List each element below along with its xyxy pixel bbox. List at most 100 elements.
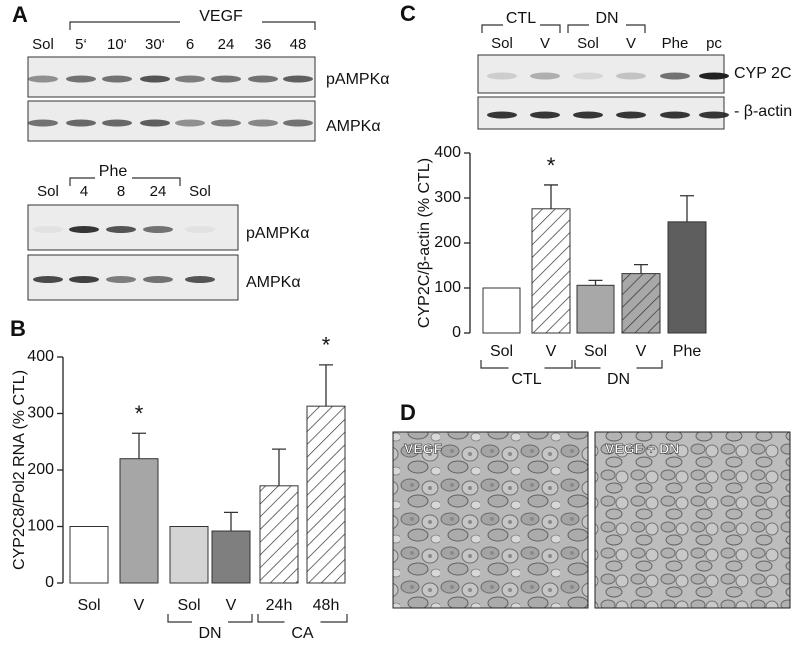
panel-label: D bbox=[400, 400, 416, 425]
micrograph bbox=[392, 431, 589, 609]
blot-band bbox=[616, 111, 646, 119]
x-tick-label: Sol bbox=[490, 343, 513, 360]
lane-label: 48 bbox=[290, 36, 307, 53]
blot-band bbox=[69, 226, 99, 233]
x-tick-label: 48h bbox=[313, 597, 340, 614]
blot-band bbox=[33, 276, 63, 283]
group-label: CTL bbox=[506, 10, 536, 27]
bar bbox=[576, 284, 615, 334]
micrograph-label: VEGF bbox=[404, 441, 443, 457]
row-label: AMPKα bbox=[326, 118, 381, 135]
blot-band bbox=[283, 75, 313, 83]
row-label: - β-actin bbox=[734, 103, 792, 120]
micrograph-label: VEGF + DN bbox=[605, 441, 679, 457]
group-label: Phe bbox=[99, 163, 128, 180]
lane-label: Sol bbox=[37, 183, 59, 200]
lane-label: 30‘ bbox=[145, 36, 165, 53]
blot-band bbox=[283, 119, 313, 127]
y-axis-label: CYP2C8/Pol2 RNA (% CTL) bbox=[11, 370, 28, 570]
blot-band bbox=[143, 226, 173, 233]
group-bracket bbox=[167, 614, 253, 623]
lane-label: 24 bbox=[218, 36, 235, 53]
significance-marker: * bbox=[322, 333, 331, 358]
group-label: VEGF bbox=[199, 8, 243, 25]
bar bbox=[667, 221, 707, 334]
x-tick-label: Sol bbox=[584, 343, 607, 360]
bar bbox=[621, 273, 661, 334]
blot-band bbox=[660, 111, 690, 119]
bar bbox=[211, 530, 251, 584]
blot-band bbox=[175, 75, 205, 83]
y-tick-label: 300 bbox=[434, 189, 461, 206]
lane-label: Sol bbox=[577, 35, 599, 52]
blot-band bbox=[140, 119, 170, 127]
blot-band bbox=[106, 226, 136, 233]
group-label: CA bbox=[291, 625, 314, 642]
group-bracket bbox=[480, 360, 573, 369]
lane-label: 24 bbox=[150, 183, 167, 200]
error-bar bbox=[272, 448, 286, 486]
lane-label: V bbox=[626, 35, 636, 52]
bar bbox=[482, 287, 521, 334]
micrograph bbox=[594, 431, 791, 609]
blot-c: CTL DN CYP 2C - β-actin bbox=[481, 10, 792, 120]
blot-band bbox=[66, 119, 96, 127]
bracket bbox=[481, 24, 646, 33]
y-tick-label: 400 bbox=[27, 348, 54, 365]
blot-band bbox=[69, 276, 99, 283]
lane-label: V bbox=[540, 35, 550, 52]
y-axis-label: CYP2C/β-actin (% CTL) bbox=[416, 158, 433, 328]
y-tick-label: 400 bbox=[434, 144, 461, 161]
error-bar bbox=[680, 195, 694, 222]
group-label: CTL bbox=[511, 371, 541, 388]
group-label: DN bbox=[607, 371, 630, 388]
panel-label: B bbox=[10, 316, 26, 341]
blot-band bbox=[211, 119, 241, 127]
lane-label: Phe bbox=[662, 35, 689, 52]
row-label: pAMPKα bbox=[246, 225, 310, 242]
x-tick-label: Sol bbox=[177, 597, 200, 614]
lane-label: 5‘ bbox=[75, 36, 87, 53]
row-label: AMPKα bbox=[246, 274, 301, 291]
panel-label: A bbox=[12, 2, 28, 27]
lane-label: Sol bbox=[32, 36, 54, 53]
blot-band bbox=[616, 72, 646, 80]
blot-band bbox=[487, 111, 517, 119]
blot-band bbox=[530, 111, 560, 119]
x-tick-label: V bbox=[546, 343, 557, 360]
lane-label: 36 bbox=[255, 36, 272, 53]
lane-label: pc bbox=[706, 35, 722, 52]
blot-band bbox=[573, 111, 603, 119]
bar bbox=[69, 526, 109, 584]
y-tick-label: 300 bbox=[27, 405, 54, 422]
panel-labels: A B C D bbox=[10, 1, 416, 425]
x-tick-label: V bbox=[134, 597, 145, 614]
blot-band bbox=[211, 75, 241, 83]
blot-band bbox=[28, 119, 58, 127]
blot-band bbox=[102, 75, 132, 83]
error-bar bbox=[588, 279, 603, 286]
y-tick-label: 0 bbox=[452, 324, 461, 341]
bar bbox=[259, 485, 299, 584]
lane-label: 6 bbox=[186, 36, 194, 53]
x-tick-label: Sol bbox=[77, 597, 100, 614]
y-tick-label: 0 bbox=[45, 574, 54, 591]
lane-label: Sol bbox=[189, 183, 211, 200]
x-tick-label: V bbox=[636, 343, 647, 360]
blot-band bbox=[102, 119, 132, 127]
error-bar bbox=[224, 511, 238, 532]
micrographs: VEGF VEGF + DN bbox=[392, 431, 791, 609]
blot-band bbox=[487, 72, 517, 80]
lane-label: 10‘ bbox=[107, 36, 127, 53]
x-tick-label: 24h bbox=[266, 597, 293, 614]
lane-label: Sol bbox=[491, 35, 513, 52]
blot-band bbox=[248, 75, 278, 83]
blot-band bbox=[699, 72, 729, 80]
panel-label: C bbox=[400, 1, 416, 26]
y-tick-label: 100 bbox=[434, 279, 461, 296]
group-bracket bbox=[257, 614, 348, 623]
y-tick-label: 200 bbox=[27, 461, 54, 478]
error-bar bbox=[634, 263, 648, 274]
y-tick-label: 200 bbox=[434, 234, 461, 251]
